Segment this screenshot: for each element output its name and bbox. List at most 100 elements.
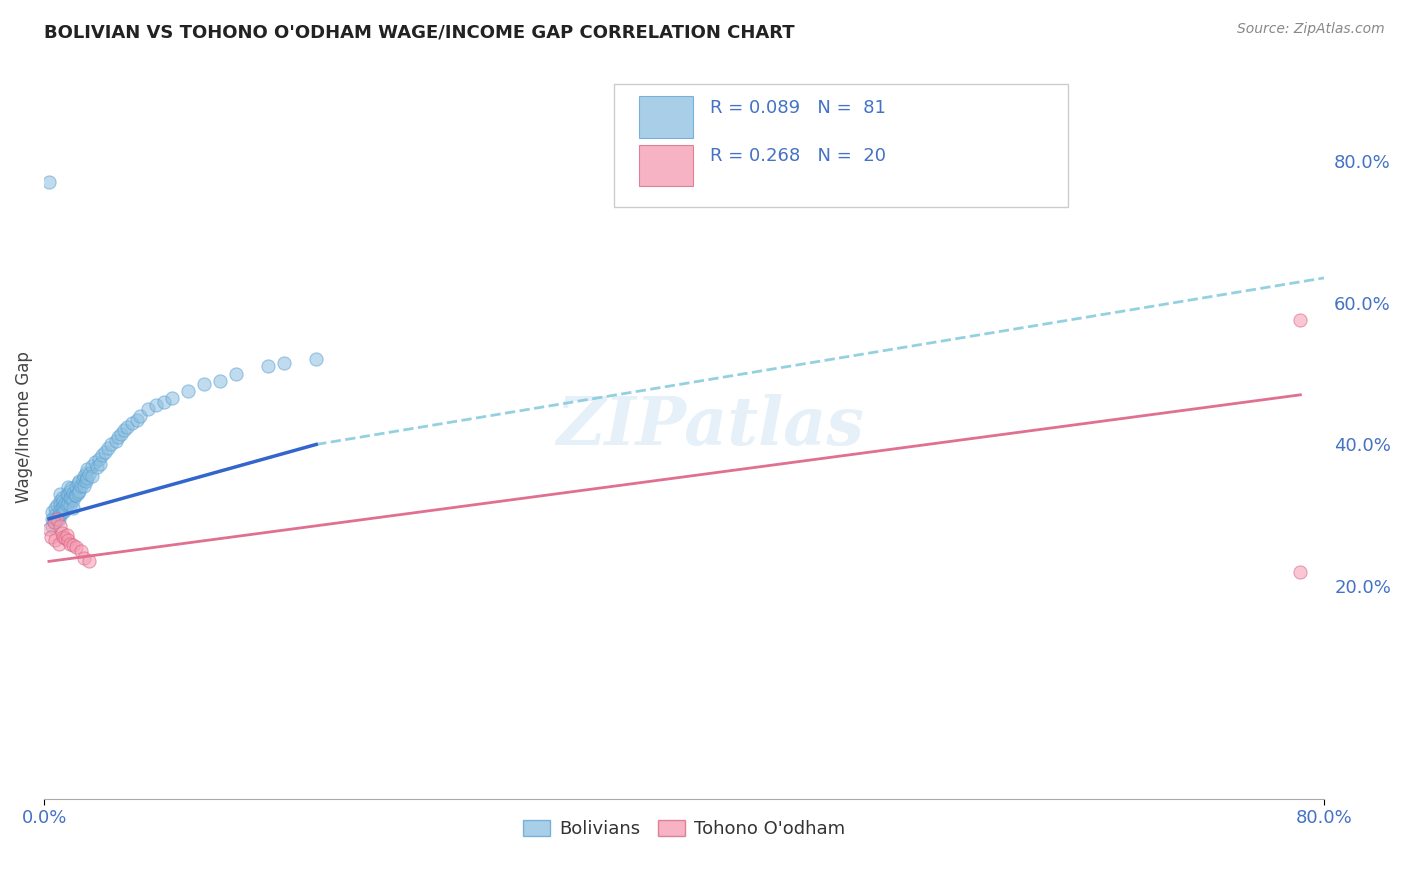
Point [257,359,280,374]
Point [39,530,62,544]
Point [72,473,94,487]
FancyBboxPatch shape [640,145,693,186]
Point [49,494,72,508]
Point [60,482,83,496]
Point [84,455,107,469]
Point [94,444,117,458]
Point [56,495,79,509]
Point [65,480,87,494]
Point [48,508,70,523]
Point [209,374,232,388]
Point [56,533,79,548]
Text: R = 0.089   N =  81: R = 0.089 N = 81 [710,99,886,117]
Point [66,476,89,491]
Point [67,475,90,489]
Point [129,409,152,423]
Text: ZIPatlas: ZIPatlas [555,394,863,459]
Point [51,526,73,541]
Point [121,416,143,430]
Legend: Bolivians, Tohono O'odham: Bolivians, Tohono O'odham [516,813,853,846]
Point [75,475,97,489]
Point [73,469,96,483]
Point [136,402,159,417]
Point [56,488,79,502]
Point [65,540,87,554]
Point [153,395,176,409]
Point [38,175,60,189]
Point [90,448,112,462]
Point [77,467,100,482]
Point [70,478,93,492]
Point [53,502,76,516]
Point [52,500,75,514]
Point [76,462,98,476]
Point [63,488,86,502]
Point [49,508,72,523]
Point [177,384,200,399]
Point [49,502,72,516]
Point [73,478,96,492]
Point [59,483,82,498]
Point [56,480,79,494]
Point [52,530,75,544]
Point [52,505,75,519]
Point [76,471,98,485]
Point [55,528,77,542]
Point [77,554,100,568]
FancyBboxPatch shape [640,96,693,138]
Point [49,487,72,501]
Point [89,457,111,471]
Text: R = 0.268   N =  20: R = 0.268 N = 20 [710,147,886,165]
Point [53,495,76,509]
Point [59,536,82,550]
Point [100,437,122,451]
Point [1289,565,1312,579]
Point [44,533,66,548]
Point [48,512,70,526]
Point [49,498,72,512]
Point [82,458,104,473]
Point [66,485,89,500]
Point [305,352,328,367]
Point [44,508,66,523]
Point [62,538,84,552]
Point [60,491,83,505]
Point [48,536,70,550]
Point [273,356,295,370]
Point [193,377,215,392]
Point [75,466,97,480]
Y-axis label: Wage/Income Gap: Wage/Income Gap [15,351,32,503]
Point [59,498,82,512]
Point [105,434,128,448]
Point [107,430,129,444]
Point [53,531,76,545]
Text: BOLIVIAN VS TOHONO O'ODHAM WAGE/INCOME GAP CORRELATION CHART: BOLIVIAN VS TOHONO O'ODHAM WAGE/INCOME G… [44,24,794,42]
Point [44,516,66,530]
Point [51,491,73,505]
Point [112,423,135,437]
Point [117,419,139,434]
Point [44,512,66,526]
Point [73,550,96,565]
Point [110,426,132,441]
Point [41,512,63,526]
Point [67,483,90,498]
Point [55,498,77,512]
Point [45,498,67,512]
Point [44,501,66,516]
Point [87,451,110,466]
Point [1289,313,1312,327]
Point [41,519,63,533]
Point [51,501,73,516]
Point [55,487,77,501]
Point [49,519,72,533]
Point [82,469,104,483]
Point [45,512,67,526]
Point [52,494,75,508]
Text: Source: ZipAtlas.com: Source: ZipAtlas.com [1237,22,1385,37]
Point [160,392,183,406]
Point [38,523,60,537]
Point [125,412,148,426]
Point [41,505,63,519]
Point [65,488,87,502]
